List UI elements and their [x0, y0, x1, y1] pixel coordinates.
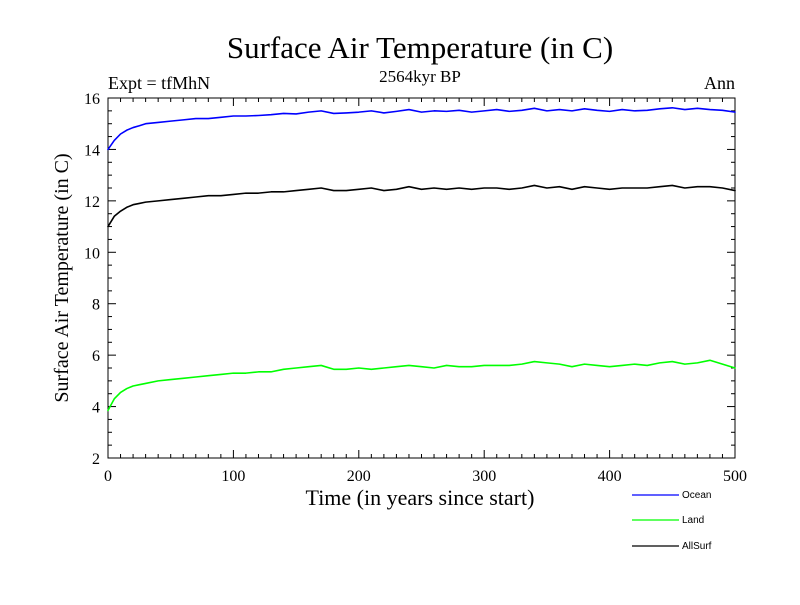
series-allsurf-line [107, 184, 736, 228]
x-tick-label: 300 [472, 468, 496, 485]
legend-ocean-label: Ocean [682, 490, 711, 501]
chart-subtitle: 2564kyr BP [379, 67, 461, 86]
y-tick-label: 12 [84, 194, 100, 211]
y-tick-label: 8 [92, 297, 100, 314]
series-ocean-line [107, 106, 736, 151]
y-tick-label: 4 [92, 400, 100, 417]
x-tick-label: 200 [347, 468, 371, 485]
x-tick-label: 0 [104, 468, 112, 485]
legend-land-label: Land [682, 515, 704, 526]
chart-title: Surface Air Temperature (in C) [227, 30, 613, 65]
series-land-line [107, 359, 736, 412]
experiment-label: Expt = tfMhN [108, 73, 210, 93]
x-tick-label: 500 [723, 468, 747, 485]
chart-legend: Ocean Land AllSurf [632, 490, 712, 552]
y-tick-label: 14 [84, 142, 100, 159]
season-label: Ann [704, 73, 735, 93]
x-tick-label: 400 [598, 468, 622, 485]
legend-allsurf-label: AllSurf [682, 541, 712, 552]
y-tick-label: 2 [92, 451, 100, 468]
x-axis-label: Time (in years since start) [306, 485, 535, 510]
y-axis-label: Surface Air Temperature (in C) [51, 153, 73, 402]
x-tick-label: 100 [221, 468, 245, 485]
plot-area: 0 100 200 300 400 500 2 4 6 8 10 12 14 16 [84, 91, 747, 485]
y-tick-label: 10 [84, 245, 100, 262]
y-tick-label: 6 [92, 348, 100, 365]
y-tick-label: 16 [84, 91, 100, 108]
